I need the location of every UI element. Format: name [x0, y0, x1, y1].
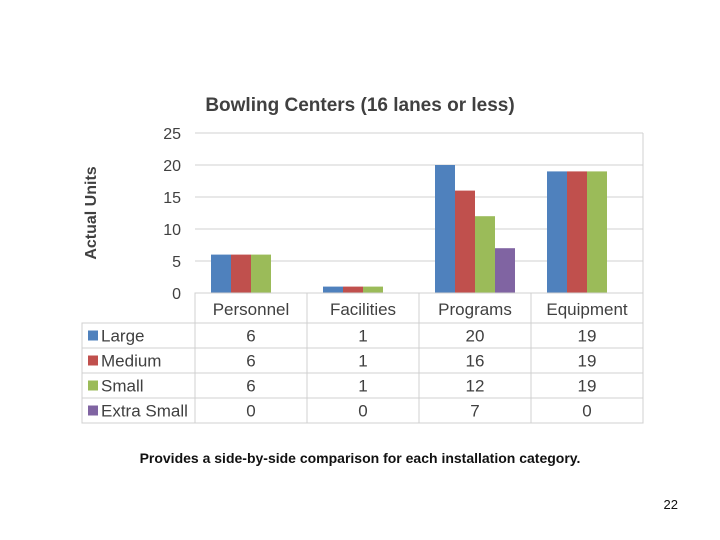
slide-caption: Provides a side-by-side comparison for e…	[139, 450, 581, 466]
bar-large-facilities	[323, 286, 343, 293]
data-label: 19	[578, 352, 597, 371]
bar-medium-personnel	[231, 254, 251, 293]
bar-small-facilities	[363, 286, 383, 293]
chart-title: Bowling Centers (16 lanes or less)	[205, 95, 514, 116]
bar-small-personnel	[251, 254, 271, 293]
y-tick-label: 15	[163, 190, 181, 207]
legend-label: Extra Small	[101, 402, 188, 421]
bar-large-programs	[435, 165, 455, 293]
x-tick-label: Equipment	[546, 300, 628, 319]
data-label: 19	[578, 327, 597, 346]
data-label: 16	[466, 352, 485, 371]
data-label: 0	[358, 402, 367, 421]
bar-small-programs	[475, 216, 495, 293]
y-axis-label: Actual Units	[83, 166, 100, 259]
legend-swatch	[88, 380, 98, 391]
legend-swatch	[88, 355, 98, 366]
legend-label: Small	[101, 377, 144, 396]
x-tick-label: Personnel	[213, 300, 290, 319]
y-tick-label: 10	[163, 222, 181, 239]
legend-label: Medium	[101, 352, 161, 371]
bar-large-equipment	[547, 171, 567, 293]
bar-extra-small-programs	[495, 248, 515, 293]
y-tick-label: 20	[163, 158, 181, 175]
x-tick-label: Facilities	[330, 300, 396, 319]
data-label: 12	[466, 377, 485, 396]
legend-swatch	[88, 405, 98, 416]
data-label: 6	[246, 327, 255, 346]
data-label: 1	[358, 377, 367, 396]
data-label: 19	[578, 377, 597, 396]
data-label: 20	[466, 327, 485, 346]
data-label: 0	[246, 402, 255, 421]
bar-medium-programs	[455, 190, 475, 293]
data-label: 1	[358, 327, 367, 346]
x-tick-label: Programs	[438, 300, 512, 319]
legend-swatch	[88, 330, 98, 341]
data-label: 6	[246, 377, 255, 396]
y-tick-label: 25	[163, 126, 181, 143]
data-label: 1	[358, 352, 367, 371]
data-label: 7	[470, 402, 479, 421]
data-label: 0	[582, 402, 591, 421]
bar-small-equipment	[587, 171, 607, 293]
page-number: 22	[663, 497, 678, 512]
y-tick-label: 5	[172, 254, 181, 271]
bar-medium-facilities	[343, 286, 363, 293]
y-tick-label: 0	[172, 286, 181, 303]
bar-medium-equipment	[567, 171, 587, 293]
data-label: 6	[246, 352, 255, 371]
bar-large-personnel	[211, 254, 231, 293]
legend-label: Large	[101, 327, 144, 346]
